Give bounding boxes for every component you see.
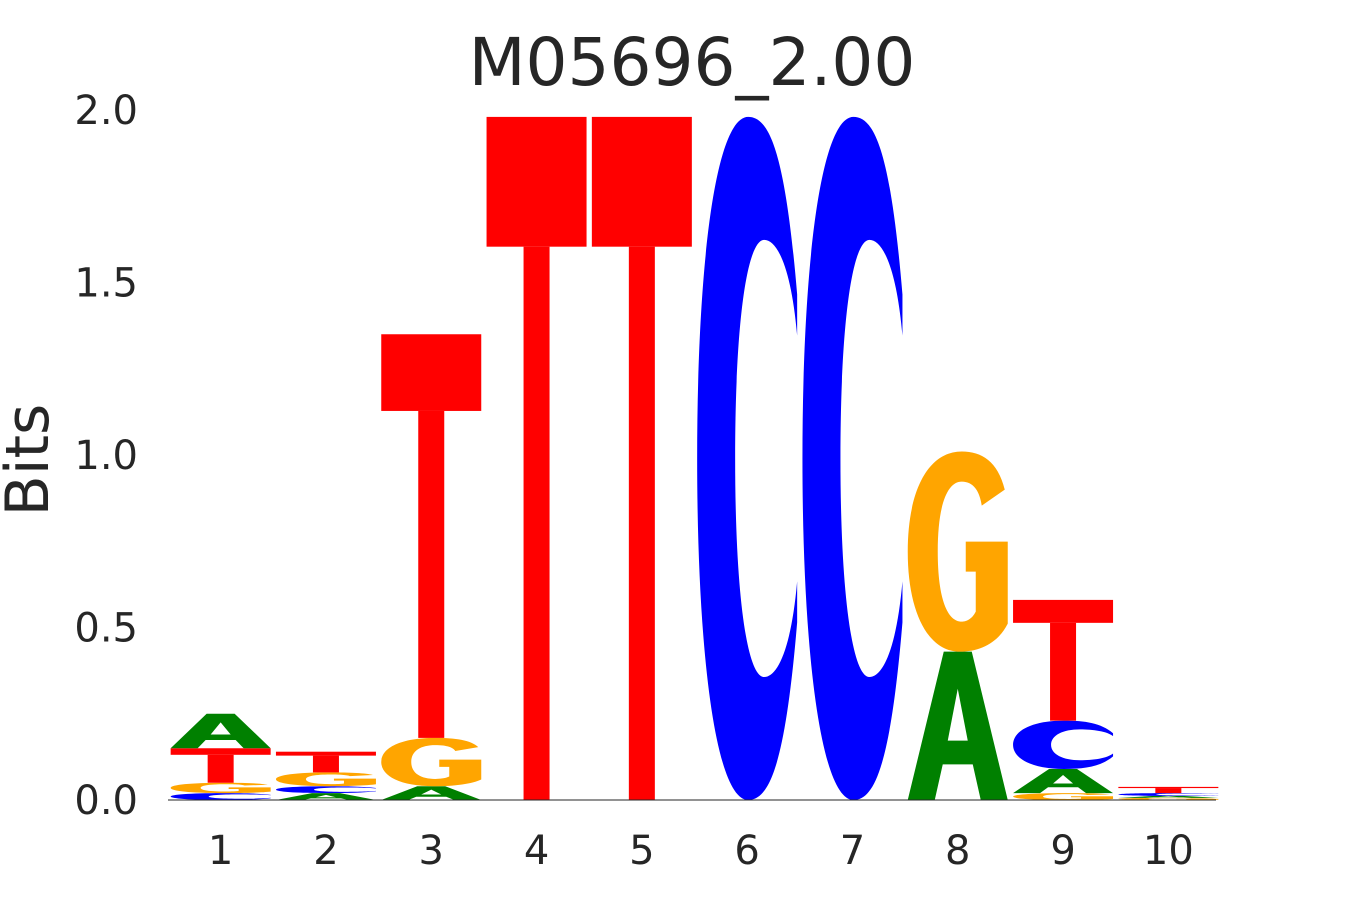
letter-G-pos-10 bbox=[1118, 797, 1219, 800]
letter-A-pos-8 bbox=[907, 651, 1008, 800]
letter-C-pos-2 bbox=[275, 786, 376, 794]
x-tick-labels: 1 2 3 4 5 6 7 8 9 10 bbox=[208, 828, 1194, 874]
letter-A-pos-10 bbox=[1118, 795, 1219, 798]
letter-A-pos-9 bbox=[1013, 768, 1114, 794]
letter-G-pos-3 bbox=[381, 737, 482, 787]
letter-T-pos-5 bbox=[591, 116, 692, 801]
y-axis-label: Bits bbox=[0, 404, 63, 517]
letter-C-pos-7 bbox=[802, 116, 903, 800]
letter-stacks bbox=[170, 116, 1219, 801]
letter-T-pos-4 bbox=[486, 116, 587, 801]
letter-C-pos-1 bbox=[170, 793, 271, 800]
x-tick-label: 8 bbox=[945, 828, 970, 874]
y-tick-label: 0.0 bbox=[74, 778, 138, 824]
x-tick-label: 7 bbox=[840, 828, 865, 874]
letter-T-pos-10 bbox=[1118, 786, 1219, 794]
x-tick-label: 1 bbox=[208, 828, 233, 874]
chart-title: M05696_2.00 bbox=[469, 24, 916, 101]
letter-G-pos-8 bbox=[907, 451, 1008, 652]
letter-T-pos-2 bbox=[275, 751, 376, 773]
y-tick-labels: 0.0 0.5 1.0 1.5 2.0 bbox=[74, 88, 138, 824]
letter-T-pos-3 bbox=[381, 334, 482, 738]
letter-G-pos-2 bbox=[275, 772, 376, 787]
y-tick-label: 1.5 bbox=[74, 261, 138, 307]
letter-A-pos-2 bbox=[275, 793, 376, 800]
letter-G-pos-9 bbox=[1013, 793, 1114, 800]
x-tick-label: 5 bbox=[629, 828, 654, 874]
letter-C-pos-10 bbox=[1118, 793, 1219, 796]
x-tick-label: 3 bbox=[419, 828, 444, 874]
x-tick-label: 9 bbox=[1050, 828, 1075, 874]
letter-C-pos-9 bbox=[1013, 720, 1114, 769]
y-tick-label: 0.5 bbox=[74, 606, 138, 652]
x-tick-label: 4 bbox=[524, 828, 549, 874]
letter-A-pos-3 bbox=[381, 786, 482, 800]
y-tick-label: 1.0 bbox=[74, 433, 138, 479]
x-tick-label: 6 bbox=[734, 828, 759, 874]
letter-A-pos-1 bbox=[170, 713, 271, 749]
letter-C-pos-6 bbox=[697, 116, 798, 800]
x-tick-label: 2 bbox=[313, 828, 338, 874]
letter-T-pos-1 bbox=[170, 748, 271, 783]
x-tick-label: 10 bbox=[1143, 828, 1194, 874]
y-tick-label: 2.0 bbox=[74, 88, 138, 134]
letter-T-pos-9 bbox=[1013, 599, 1114, 721]
letter-G-pos-1 bbox=[170, 782, 271, 794]
